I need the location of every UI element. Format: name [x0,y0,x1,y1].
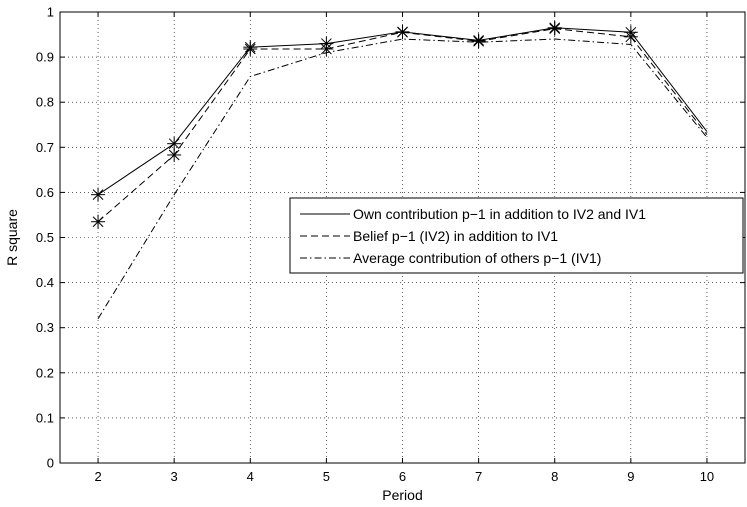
y-tick-label: 0.4 [36,275,54,290]
asterisk-marker [91,214,106,229]
asterisk-marker [395,25,410,40]
y-tick-labels: 0 0.1 0.2 0.3 0.4 0.5 0.6 0.7 0.8 0.9 1 [36,5,54,471]
legend-label-3: Average contribution of others p−1 (IV1) [353,250,601,266]
series-markers [91,20,638,229]
y-tick-label: 0.8 [36,95,54,110]
y-tick-label: 0.2 [36,365,54,380]
asterisk-stroke [244,43,256,55]
asterisk-stroke [168,138,180,150]
asterisk-stroke [321,43,332,55]
asterisk-marker [547,21,562,36]
series-lines [97,27,708,319]
asterisk-stroke [397,26,408,38]
x-tick-label: 8 [551,469,558,484]
y-tick-label: 0.3 [36,320,54,335]
asterisk-stroke [625,31,637,43]
asterisk-marker [91,187,106,202]
legend-box [289,197,744,274]
x-tick-label: 9 [627,469,634,484]
asterisk-stroke [549,23,561,35]
legend-label-1: Own contribution p−1 in addition to IV2 … [353,206,646,222]
y-tick-label: 0 [47,456,54,471]
y-tick-label: 0.6 [36,185,54,200]
asterisk-marker [243,41,258,56]
legend: Own contribution p−1 in addition to IV2 … [289,197,744,274]
series-line-3 [97,38,708,319]
x-tick-label: 6 [399,469,406,484]
asterisk-marker [471,34,486,49]
x-tick-label: 7 [475,469,482,484]
y-tick-label: 0.9 [36,50,54,65]
x-tick-label: 2 [94,469,101,484]
legend-label-2: Belief p−1 (IV2) in addition to IV1 [353,228,558,244]
y-axis-label: R square [4,209,20,266]
y-tick-label: 0.1 [36,410,54,425]
asterisk-stroke [92,216,104,228]
y-tick-label: 0.5 [36,230,54,245]
axis-ticks [60,11,745,464]
x-tick-label: 3 [171,469,178,484]
asterisk-stroke [473,35,484,47]
x-tick-labels: 2 3 4 5 6 7 8 9 10 [94,469,714,484]
x-tick-label: 10 [700,469,714,484]
y-tick-label: 0.7 [36,140,54,155]
y-tick-label: 1 [47,5,54,20]
x-tick-label: 5 [323,469,330,484]
asterisk-marker [319,41,334,56]
asterisk-stroke [92,189,104,201]
asterisk-marker [623,29,638,44]
x-axis-label: Period [382,487,422,503]
x-tick-label: 4 [247,469,254,484]
asterisk-stroke [168,149,180,161]
asterisk-marker [167,147,182,162]
